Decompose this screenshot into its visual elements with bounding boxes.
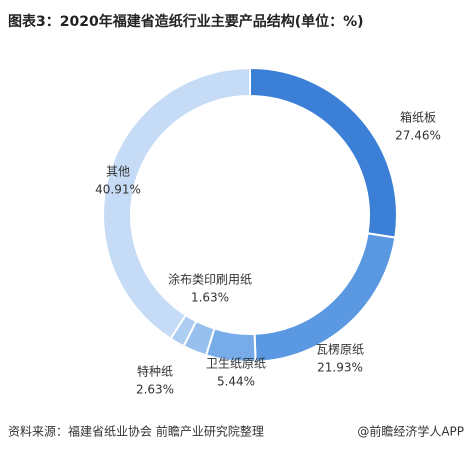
source: 资料来源：福建省纸业协会 前瞻产业研究院整理 — [8, 424, 264, 439]
segment-label: 其他 — [106, 165, 130, 179]
value-label: 40.91% — [95, 183, 141, 197]
donut-segment — [102, 66, 251, 341]
value-label: 1.63% — [191, 291, 229, 305]
segment-label: 特种纸 — [137, 364, 173, 379]
segment-label: 箱纸板 — [400, 110, 436, 125]
watermark: @前瞻经济学人APP — [357, 424, 464, 439]
value-label: 2.63% — [136, 383, 174, 397]
chart-title: 图表3：2020年福建省造纸行业主要产品结构(单位：%) — [8, 13, 364, 30]
segment-label: 涂布类印刷用纸 — [168, 272, 252, 287]
value-label: 5.44% — [217, 375, 255, 389]
segment-label: 瓦楞原纸 — [316, 342, 364, 357]
segment-label: 卫生纸原纸 — [206, 357, 266, 371]
value-label: 21.93% — [317, 361, 363, 375]
donut-segment — [249, 66, 398, 239]
value-label: 27.46% — [395, 129, 441, 143]
